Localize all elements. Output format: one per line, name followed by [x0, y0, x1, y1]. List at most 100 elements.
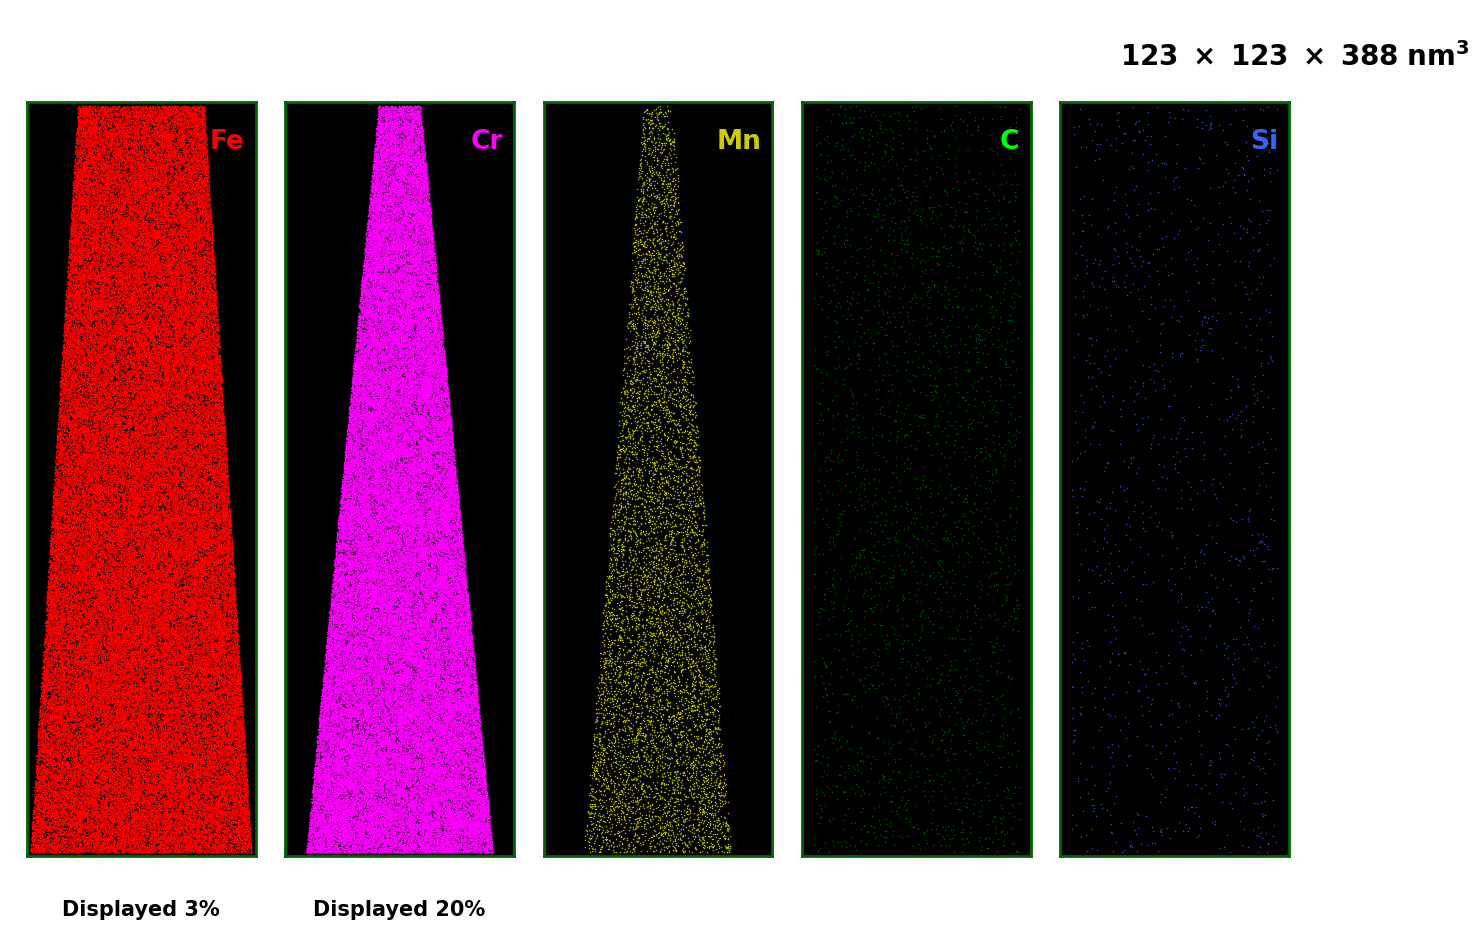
Point — [684, 527, 707, 542]
Point — [350, 647, 374, 662]
Point — [136, 263, 160, 278]
Point — [177, 536, 201, 551]
Point — [319, 723, 343, 738]
Point — [64, 753, 87, 768]
Point — [95, 600, 118, 615]
Point — [650, 475, 674, 490]
Point — [183, 319, 207, 334]
Point — [195, 413, 219, 428]
Point — [22, 791, 46, 806]
Point — [350, 323, 374, 338]
Point — [372, 588, 396, 603]
Point — [105, 242, 128, 257]
Point — [180, 244, 204, 259]
Point — [372, 672, 396, 687]
Point — [414, 323, 437, 338]
Point — [59, 439, 83, 454]
Point — [152, 463, 176, 478]
Point — [442, 825, 465, 840]
Point — [61, 400, 84, 415]
Point — [62, 456, 86, 471]
Point — [134, 488, 158, 503]
Point — [155, 190, 179, 205]
Point — [100, 800, 124, 815]
Point — [186, 342, 210, 357]
Point — [449, 573, 473, 588]
Point — [651, 574, 675, 589]
Point — [74, 173, 97, 188]
Point — [78, 448, 102, 463]
Point — [55, 580, 78, 595]
Point — [371, 212, 394, 227]
Point — [323, 612, 347, 627]
Point — [312, 717, 335, 732]
Point — [210, 540, 233, 555]
Point — [431, 653, 455, 668]
Point — [145, 548, 168, 563]
Point — [452, 776, 476, 791]
Point — [139, 346, 162, 361]
Point — [354, 407, 378, 422]
Point — [331, 760, 354, 775]
Point — [52, 388, 75, 402]
Point — [100, 383, 124, 398]
Point — [128, 826, 152, 841]
Point — [35, 778, 59, 793]
Point — [319, 782, 343, 797]
Point — [96, 373, 120, 388]
Point — [427, 746, 450, 761]
Point — [121, 766, 145, 781]
Point — [87, 838, 111, 853]
Point — [835, 431, 858, 446]
Point — [128, 619, 152, 634]
Point — [632, 131, 656, 146]
Point — [93, 352, 117, 367]
Point — [433, 843, 456, 858]
Point — [405, 711, 428, 726]
Point — [72, 302, 96, 317]
Point — [152, 532, 176, 547]
Point — [74, 160, 97, 175]
Point — [195, 388, 219, 402]
Point — [58, 475, 81, 490]
Point — [41, 592, 65, 607]
Point — [390, 141, 414, 156]
Point — [171, 701, 195, 716]
Point — [87, 335, 111, 350]
Point — [127, 822, 151, 837]
Point — [185, 397, 208, 412]
Point — [391, 159, 415, 174]
Point — [120, 738, 143, 753]
Point — [337, 700, 360, 715]
Point — [66, 826, 90, 841]
Point — [89, 323, 112, 338]
Point — [391, 841, 415, 856]
Point — [71, 235, 95, 250]
Point — [173, 277, 196, 292]
Point — [329, 788, 353, 803]
Point — [188, 305, 211, 320]
Point — [198, 748, 222, 763]
Point — [118, 138, 142, 153]
Point — [340, 498, 363, 513]
Point — [140, 373, 164, 388]
Point — [201, 312, 225, 327]
Point — [378, 702, 402, 717]
Point — [140, 661, 164, 676]
Point — [74, 659, 97, 674]
Point — [61, 761, 84, 776]
Point — [368, 634, 391, 649]
Point — [210, 782, 233, 797]
Point — [105, 247, 128, 262]
Point — [92, 237, 115, 252]
Point — [417, 631, 440, 646]
Point — [459, 651, 483, 666]
Point — [467, 834, 490, 849]
Point — [160, 373, 183, 388]
Point — [131, 724, 155, 739]
Point — [344, 533, 368, 548]
Point — [95, 594, 118, 609]
Point — [195, 338, 219, 353]
Point — [188, 753, 211, 768]
Point — [214, 748, 238, 763]
